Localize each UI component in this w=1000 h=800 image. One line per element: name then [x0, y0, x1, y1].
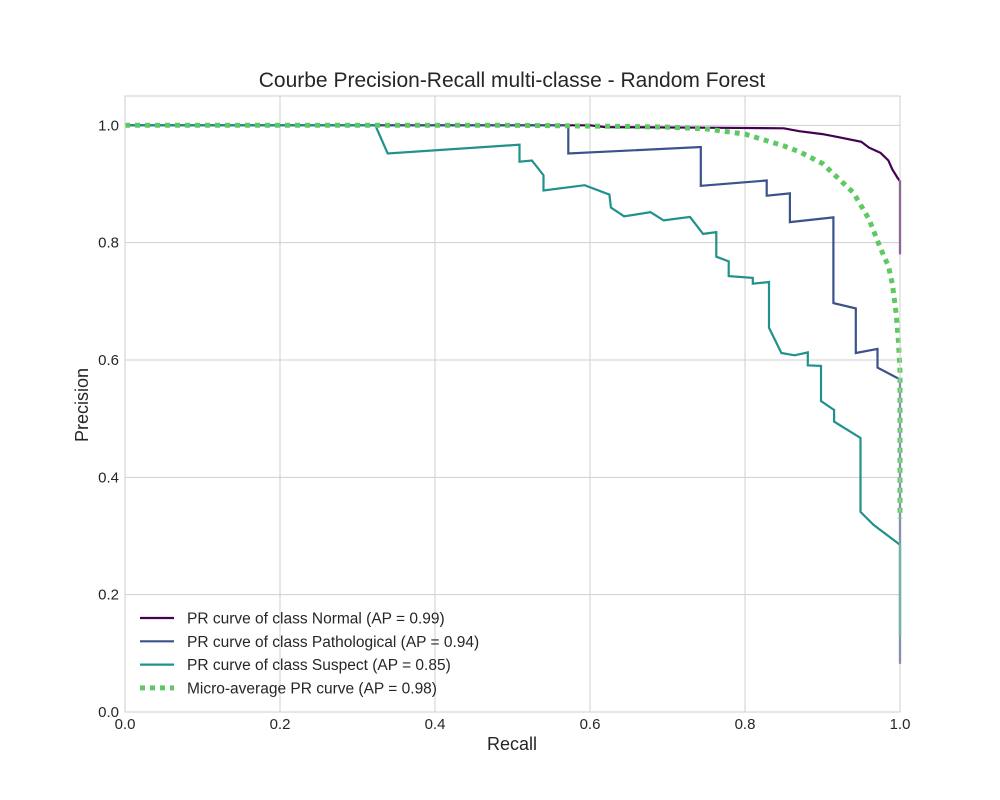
y-tick-label: 0.6 [98, 352, 119, 369]
legend-label-2: PR curve of class Suspect (AP = 0.85) [187, 657, 451, 674]
plot-area [125, 96, 900, 712]
y-ticks: 0.0 0.2 0.4 0.6 0.8 1.0 [98, 117, 119, 721]
x-axis-label: Recall [487, 734, 537, 754]
plot-frame [124, 95, 901, 713]
curves [125, 122, 903, 664]
y-tick-label: 0.4 [98, 469, 119, 486]
legend: PR curve of class Normal (AP = 0.99) PR c… [140, 611, 479, 697]
x-tick-label: 0.2 [270, 716, 291, 733]
x-tick-label: 0.4 [425, 716, 446, 733]
x-tick-label: 0.6 [580, 716, 601, 733]
x-tick-label: 0.0 [115, 716, 136, 733]
legend-label-3: Micro-average PR curve (AP = 0.98) [187, 680, 437, 697]
y-tick-label: 0.0 [98, 704, 119, 721]
series-line-1 [125, 124, 902, 664]
y-tick-label: 0.2 [98, 587, 119, 604]
grid [124, 96, 901, 713]
plot-border [124, 95, 901, 713]
y-axis-label: Precision [72, 368, 92, 442]
legend-label-1: PR curve of class Pathological (AP = 0.9… [187, 634, 479, 651]
x-tick-label: 0.8 [735, 716, 756, 733]
y-tick-label: 1.0 [98, 117, 119, 134]
y-tick-label: 0.8 [98, 235, 119, 252]
x-ticks: 0.0 0.2 0.4 0.6 0.8 1.0 [115, 716, 911, 733]
series-line-2 [125, 124, 902, 636]
plot-background [125, 96, 900, 712]
legend-label-0: PR curve of class Normal (AP = 0.99) [187, 611, 445, 628]
series-line-3 [125, 122, 903, 519]
x-tick-label: 1.0 [890, 716, 911, 733]
chart-title: Courbe Precision-Recall multi-classe - R… [259, 69, 766, 92]
